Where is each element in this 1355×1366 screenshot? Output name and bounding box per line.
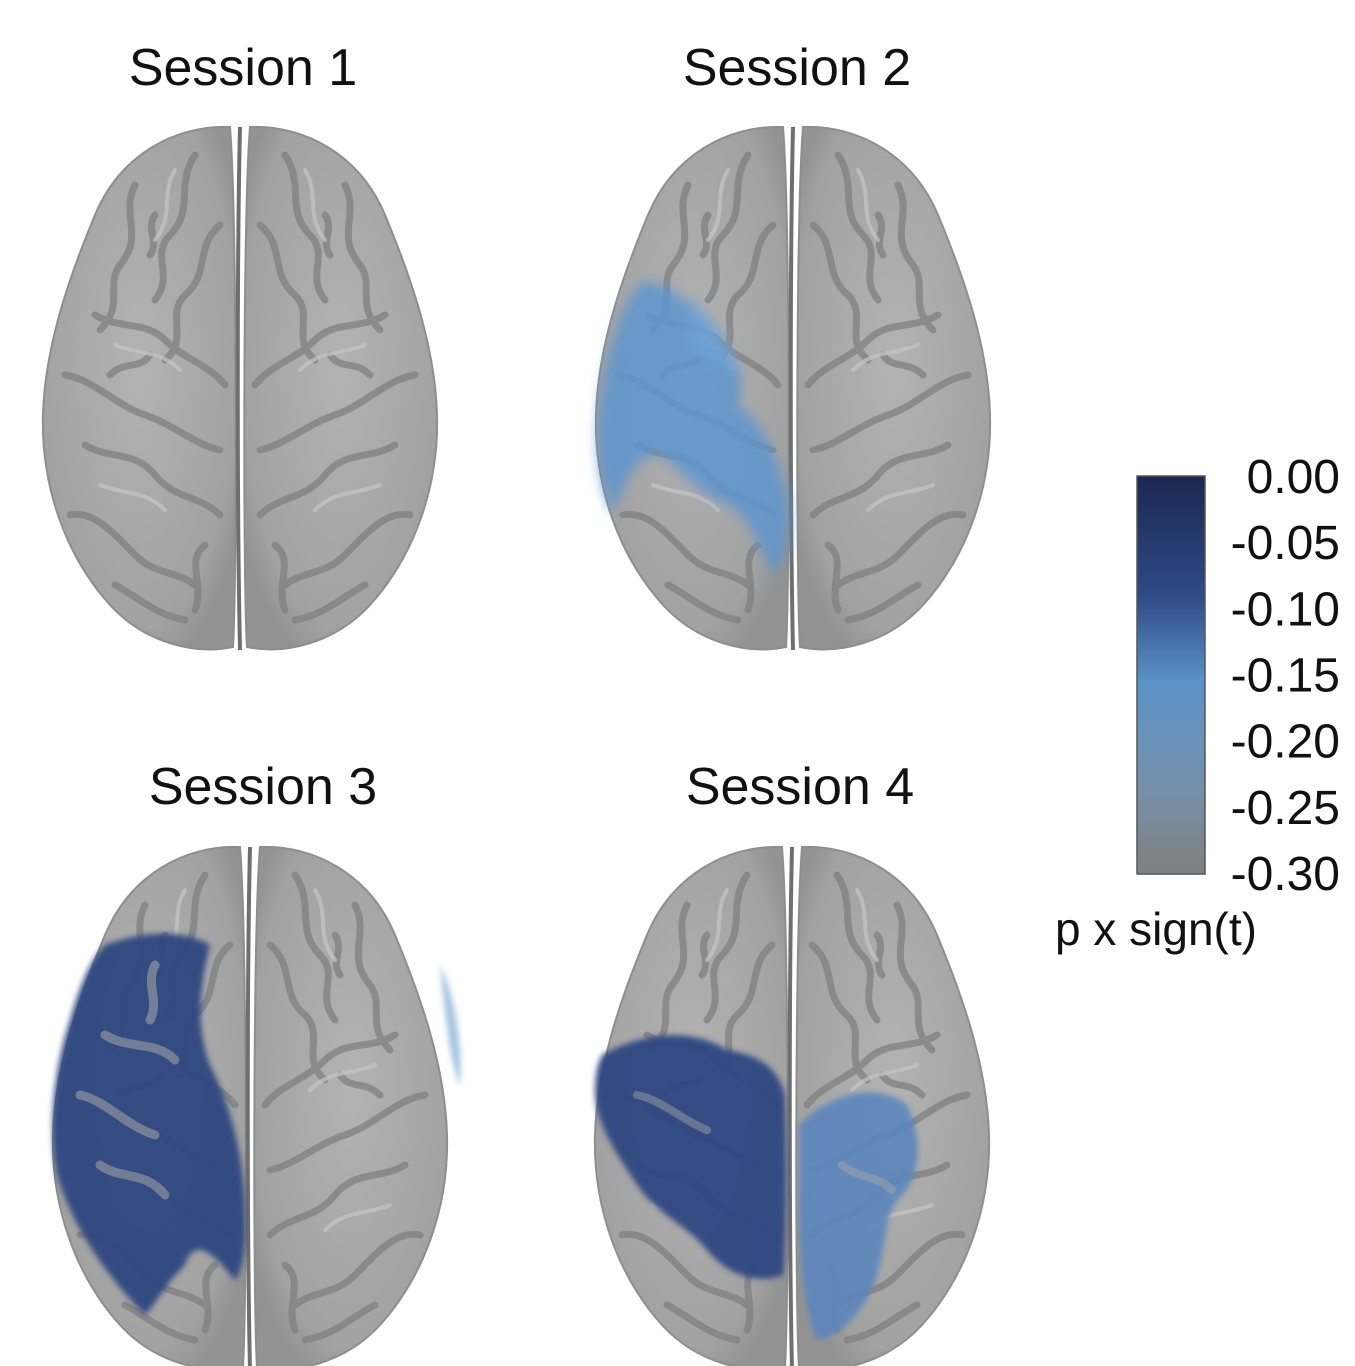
brain-session-2 xyxy=(596,127,990,650)
colorbar-tick-label: -0.10 xyxy=(1231,583,1340,636)
panel-title-session-2: Session 2 xyxy=(683,39,911,97)
brain-session-4 xyxy=(595,847,989,1366)
panel-title-session-3: Session 3 xyxy=(149,758,377,816)
colorbar-tick-label: -0.15 xyxy=(1231,650,1340,703)
colorbar: 0.00 -0.05 -0.10 -0.15 -0.20 -0.25 -0.30 p x s… xyxy=(1055,451,1340,955)
brain-session-1 xyxy=(43,127,437,650)
activation-session-2 xyxy=(597,283,790,575)
colorbar-tick-label: -0.30 xyxy=(1231,848,1340,901)
colorbar-tick-label: -0.20 xyxy=(1231,716,1340,769)
colorbar-tick-label: -0.05 xyxy=(1231,517,1340,570)
colorbar-ticks: 0.00 -0.05 -0.10 -0.15 -0.20 -0.25 -0.30 xyxy=(1231,451,1340,901)
activation-session-3 xyxy=(52,933,461,1315)
panel-title-session-1: Session 1 xyxy=(129,39,357,97)
colorbar-tick-label: -0.25 xyxy=(1231,782,1340,835)
colorbar-bar xyxy=(1136,475,1206,875)
panel-title-session-4: Session 4 xyxy=(686,758,914,816)
activation-session-4 xyxy=(595,1035,918,1340)
brain-session-3 xyxy=(53,847,461,1366)
colorbar-tick-label: 0.00 xyxy=(1247,451,1340,504)
colorbar-title: p x sign(t) xyxy=(1055,903,1257,955)
